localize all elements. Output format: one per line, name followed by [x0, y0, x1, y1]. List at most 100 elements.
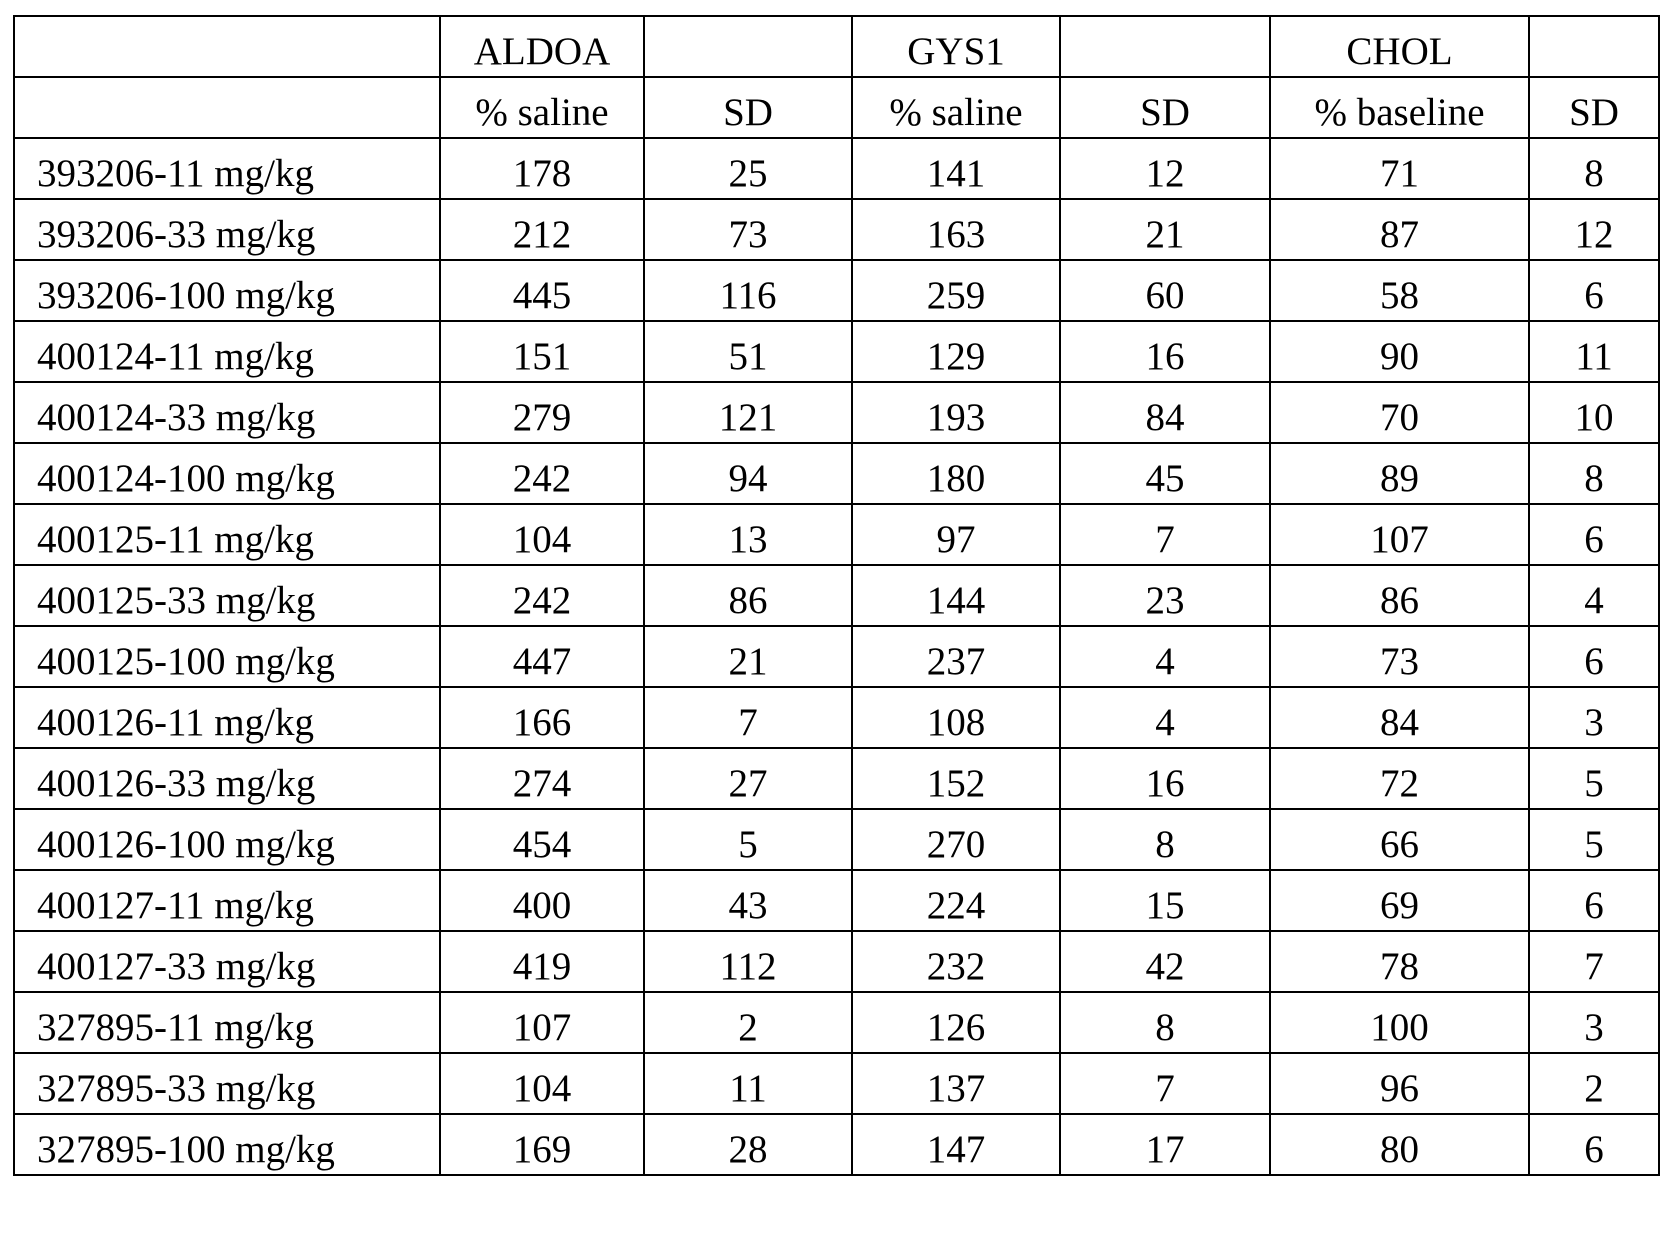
group-header: ALDOA [440, 16, 644, 77]
value-cell: 69 [1270, 870, 1529, 931]
table-row: 400125-11 mg/kg104139771076 [14, 504, 1659, 565]
value-cell: 100 [1270, 992, 1529, 1053]
value-cell: 84 [1060, 382, 1270, 443]
value-cell: 270 [852, 809, 1060, 870]
row-label: 400125-100 mg/kg [14, 626, 440, 687]
value-cell: 27 [644, 748, 852, 809]
value-cell: 169 [440, 1114, 644, 1175]
value-cell: 112 [644, 931, 852, 992]
value-cell: 242 [440, 443, 644, 504]
value-cell: 5 [1529, 809, 1659, 870]
row-label: 400125-33 mg/kg [14, 565, 440, 626]
value-cell: 96 [1270, 1053, 1529, 1114]
value-cell: 144 [852, 565, 1060, 626]
value-cell: 7 [1060, 504, 1270, 565]
value-cell: 8 [1529, 443, 1659, 504]
value-cell: 163 [852, 199, 1060, 260]
value-cell: 445 [440, 260, 644, 321]
value-cell: 80 [1270, 1114, 1529, 1175]
value-cell: 237 [852, 626, 1060, 687]
row-label: 327895-11 mg/kg [14, 992, 440, 1053]
value-cell: 8 [1060, 992, 1270, 1053]
value-cell: 107 [440, 992, 644, 1053]
row-label: 393206-11 mg/kg [14, 138, 440, 199]
row-label: 393206-100 mg/kg [14, 260, 440, 321]
value-cell: 17 [1060, 1114, 1270, 1175]
value-cell: 89 [1270, 443, 1529, 504]
value-cell: 178 [440, 138, 644, 199]
value-cell: 151 [440, 321, 644, 382]
group-header: GYS1 [852, 16, 1060, 77]
empty-cell [644, 16, 852, 77]
row-label: 400125-11 mg/kg [14, 504, 440, 565]
value-cell: 6 [1529, 504, 1659, 565]
row-label: 400124-33 mg/kg [14, 382, 440, 443]
value-cell: 73 [644, 199, 852, 260]
value-cell: 3 [1529, 687, 1659, 748]
column-header: SD [1529, 77, 1659, 138]
value-cell: 3 [1529, 992, 1659, 1053]
row-label: 400126-33 mg/kg [14, 748, 440, 809]
column-header: SD [644, 77, 852, 138]
value-cell: 66 [1270, 809, 1529, 870]
value-cell: 12 [1060, 138, 1270, 199]
table-row: 327895-33 mg/kg104111377962 [14, 1053, 1659, 1114]
value-cell: 419 [440, 931, 644, 992]
value-cell: 21 [1060, 199, 1270, 260]
column-header: SD [1060, 77, 1270, 138]
value-cell: 279 [440, 382, 644, 443]
value-cell: 116 [644, 260, 852, 321]
table-row: % salineSD% salineSD% baselineSD [14, 77, 1659, 138]
value-cell: 43 [644, 870, 852, 931]
value-cell: 21 [644, 626, 852, 687]
value-cell: 6 [1529, 260, 1659, 321]
row-label: 400126-100 mg/kg [14, 809, 440, 870]
value-cell: 10 [1529, 382, 1659, 443]
value-cell: 147 [852, 1114, 1060, 1175]
value-cell: 180 [852, 443, 1060, 504]
value-cell: 7 [1060, 1053, 1270, 1114]
value-cell: 45 [1060, 443, 1270, 504]
value-cell: 7 [644, 687, 852, 748]
table-row: 400126-33 mg/kg2742715216725 [14, 748, 1659, 809]
value-cell: 16 [1060, 748, 1270, 809]
value-cell: 72 [1270, 748, 1529, 809]
value-cell: 7 [1529, 931, 1659, 992]
value-cell: 86 [1270, 565, 1529, 626]
value-cell: 129 [852, 321, 1060, 382]
value-cell: 11 [644, 1053, 852, 1114]
value-cell: 121 [644, 382, 852, 443]
column-header: % saline [440, 77, 644, 138]
value-cell: 78 [1270, 931, 1529, 992]
table-row: 393206-100 mg/kg44511625960586 [14, 260, 1659, 321]
value-cell: 94 [644, 443, 852, 504]
table-row: 400126-11 mg/kg16671084843 [14, 687, 1659, 748]
value-cell: 86 [644, 565, 852, 626]
value-cell: 4 [1060, 626, 1270, 687]
column-header: % saline [852, 77, 1060, 138]
value-cell: 42 [1060, 931, 1270, 992]
value-cell: 28 [644, 1114, 852, 1175]
value-cell: 141 [852, 138, 1060, 199]
value-cell: 212 [440, 199, 644, 260]
value-cell: 13 [644, 504, 852, 565]
table-row: 393206-11 mg/kg1782514112718 [14, 138, 1659, 199]
row-label: 400124-100 mg/kg [14, 443, 440, 504]
value-cell: 6 [1529, 870, 1659, 931]
row-label: 400127-33 mg/kg [14, 931, 440, 992]
value-cell: 16 [1060, 321, 1270, 382]
value-cell: 104 [440, 504, 644, 565]
column-header: % baseline [1270, 77, 1529, 138]
row-label: 327895-100 mg/kg [14, 1114, 440, 1175]
table-row: 400127-33 mg/kg41911223242787 [14, 931, 1659, 992]
value-cell: 90 [1270, 321, 1529, 382]
empty-cell [1529, 16, 1659, 77]
table-row: 400127-11 mg/kg4004322415696 [14, 870, 1659, 931]
value-cell: 58 [1270, 260, 1529, 321]
value-cell: 15 [1060, 870, 1270, 931]
table-row: 400126-100 mg/kg45452708665 [14, 809, 1659, 870]
value-cell: 107 [1270, 504, 1529, 565]
value-cell: 84 [1270, 687, 1529, 748]
value-cell: 232 [852, 931, 1060, 992]
